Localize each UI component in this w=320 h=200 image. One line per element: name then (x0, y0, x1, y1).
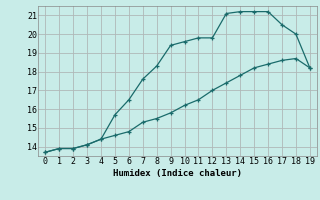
X-axis label: Humidex (Indice chaleur): Humidex (Indice chaleur) (113, 169, 242, 178)
